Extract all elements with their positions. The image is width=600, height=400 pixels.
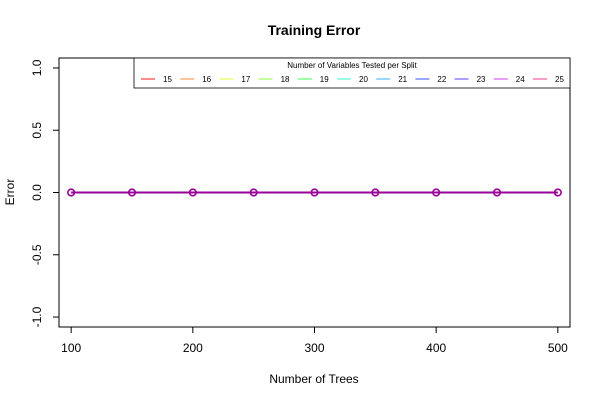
legend-box (133, 57, 571, 89)
x-tick-label: 400 (426, 341, 446, 355)
legend-label-24: 24 (516, 75, 525, 84)
x-tick-label: 200 (183, 341, 203, 355)
y-tick-label: 0.5 (30, 122, 44, 139)
x-tick-label: 500 (548, 341, 568, 355)
legend-label-25: 25 (555, 75, 564, 84)
data-point (371, 188, 380, 197)
legend-title: Number of Variables Tested per Split (287, 61, 417, 70)
data-point (67, 188, 76, 197)
legend-label-22: 22 (437, 75, 446, 84)
legend-label-20: 20 (359, 75, 368, 84)
data-point (188, 188, 197, 197)
x-tick-label: 300 (304, 341, 324, 355)
data-point (249, 188, 258, 197)
legend-items: 15 16 17 18 19 20 21 22 23 24 25 (141, 75, 564, 84)
y-tick-label: 0.0 (30, 184, 44, 201)
x-tick-label: 100 (61, 341, 81, 355)
data-point (127, 188, 137, 197)
legend: Number of Variables Tested per Split 15 1… (133, 57, 571, 89)
y-tick-label: -0.5 (30, 244, 44, 265)
legend-label-21: 21 (398, 75, 407, 84)
y-axis-label: Error (3, 179, 17, 206)
data-point (553, 188, 562, 197)
x-axis: 100 200 300 400 500 (61, 326, 568, 355)
legend-label-16: 16 (202, 75, 211, 84)
data-point (432, 188, 441, 197)
data-point (492, 188, 502, 197)
y-axis: -1.0 -0.5 0.0 0.5 1.0 (30, 59, 60, 327)
legend-label-18: 18 (281, 75, 290, 84)
series-layer (67, 188, 562, 197)
x-axis-label: Number of Trees (269, 372, 358, 386)
y-tick-label: 1.0 (30, 59, 44, 76)
legend-label-19: 19 (320, 75, 329, 84)
legend-label-23: 23 (477, 75, 486, 84)
y-tick-label: -1.0 (30, 306, 44, 327)
legend-label-15: 15 (163, 75, 172, 84)
legend-label-17: 17 (241, 75, 250, 84)
data-point (310, 188, 319, 197)
chart-title: Training Error (268, 22, 361, 38)
